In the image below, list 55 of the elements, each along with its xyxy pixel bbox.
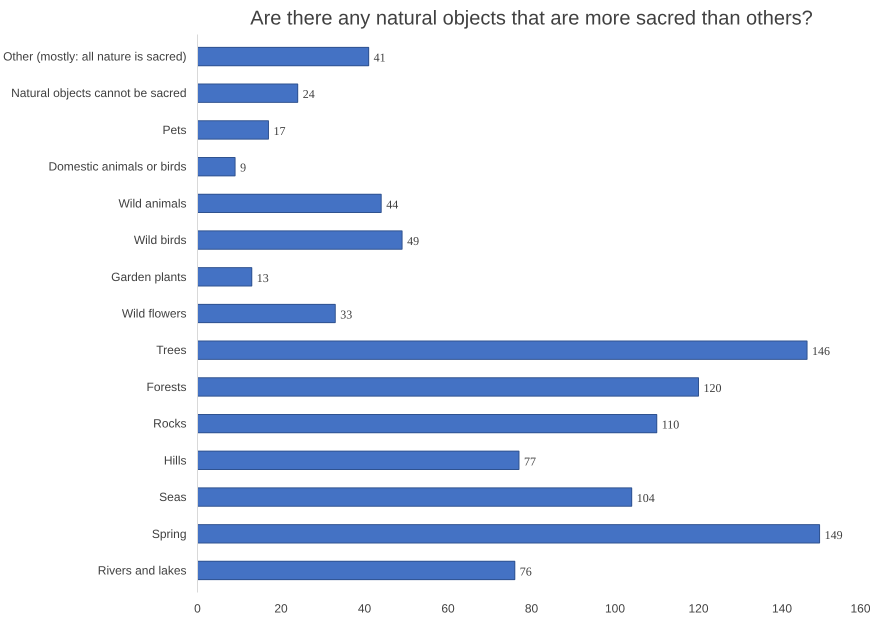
data-label: 41 <box>374 50 386 65</box>
y-tick-label: Wild animals <box>118 196 186 210</box>
data-label: 44 <box>386 197 398 212</box>
bar <box>198 560 516 580</box>
x-tick-label: 100 <box>604 602 626 616</box>
y-tick-label: Trees <box>156 343 187 358</box>
y-tick-label: Pets <box>162 122 187 137</box>
data-label: 24 <box>302 87 315 102</box>
x-tick-label: 20 <box>274 602 288 616</box>
y-tick-label: Other (mostly: all nature is sacred) <box>3 50 187 64</box>
bar <box>198 230 403 250</box>
bar <box>198 120 269 140</box>
data-label: 149 <box>824 528 843 542</box>
bar <box>198 84 298 103</box>
bar <box>198 450 520 470</box>
y-tick-label: Spring <box>152 526 186 541</box>
bar <box>198 377 699 397</box>
data-label: 120 <box>704 380 722 395</box>
bar <box>198 340 808 360</box>
y-tick-label: Seas <box>159 490 187 504</box>
y-tick-label: Natural objects cannot be sacred <box>11 86 186 100</box>
data-label: 104 <box>636 491 655 506</box>
bar <box>198 156 236 176</box>
x-tick-label: 0 <box>194 602 202 616</box>
x-tick-label: 40 <box>358 602 372 616</box>
y-tick-label: Hills <box>164 453 187 468</box>
bar <box>198 487 632 507</box>
data-label: 17 <box>273 124 286 138</box>
bar <box>198 304 336 324</box>
data-label: 77 <box>524 454 536 468</box>
data-label: 9 <box>240 160 246 175</box>
data-label: 13 <box>256 270 269 285</box>
bar <box>198 524 820 544</box>
y-tick-label: Garden plants <box>111 270 187 284</box>
data-label: 33 <box>340 308 352 322</box>
data-label: 76 <box>520 564 532 578</box>
data-label: 146 <box>812 344 830 358</box>
x-tick-label: 140 <box>772 602 792 616</box>
x-tick-label: 160 <box>850 602 871 616</box>
y-tick-label: Domestic animals or birds <box>48 160 187 174</box>
bar <box>198 414 658 434</box>
y-tick-label: Rivers and lakes <box>98 563 187 578</box>
y-tick-label: Wild flowers <box>122 306 187 320</box>
x-tick-label: 120 <box>688 602 709 616</box>
x-tick-label: 80 <box>524 602 538 616</box>
y-tick-label: Wild birds <box>134 233 187 248</box>
bar <box>198 46 370 66</box>
y-tick-label: Rocks <box>153 416 187 431</box>
y-tick-label: Forests <box>146 380 187 394</box>
x-tick-label: 60 <box>441 602 455 616</box>
chart-title: Are there any natural objects that are more sacred than others? <box>250 8 813 30</box>
bar <box>198 194 382 214</box>
bar <box>198 267 252 286</box>
data-label: 49 <box>407 234 420 248</box>
data-label: 110 <box>662 418 680 432</box>
